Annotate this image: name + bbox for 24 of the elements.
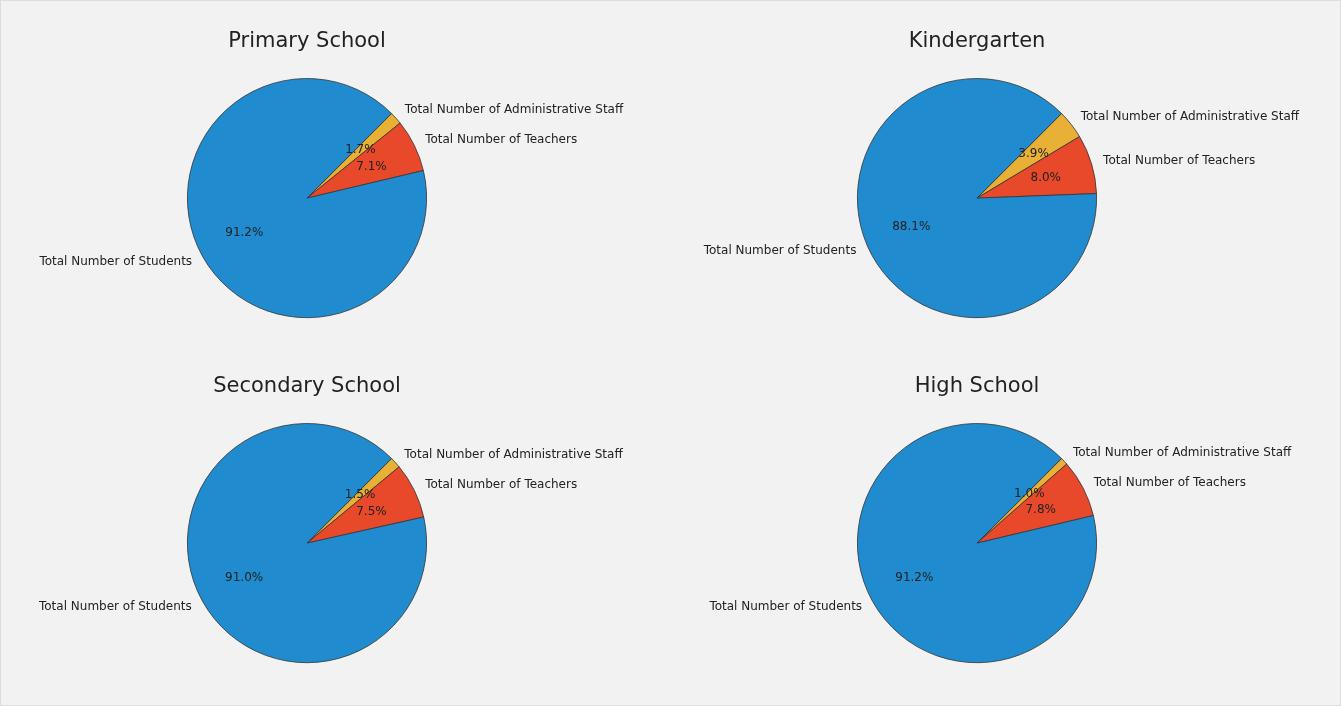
chart-title: Primary School <box>228 28 386 53</box>
slice-label: Total Number of Administrative Staff <box>1079 109 1300 124</box>
data-label: 91.2% <box>895 570 934 585</box>
slice-label: Total Number of Teachers <box>1092 474 1246 489</box>
slice-label: Total Number of Administrative Staff <box>403 446 624 461</box>
slice-label: Total Number of Teachers <box>1102 152 1256 167</box>
data-label: 88.1% <box>892 218 931 233</box>
chart-title: High School <box>914 373 1040 398</box>
data-label: 7.8% <box>1025 502 1056 517</box>
data-label: 7.5% <box>356 503 387 518</box>
slice-label: Total Number of Administrative Staff <box>1071 445 1292 460</box>
slice-label: Total Number of Administrative Staff <box>403 102 624 117</box>
slice-label: Total Number of Students <box>38 254 193 269</box>
slice-label: Total Number of Students <box>37 598 192 613</box>
data-label: 91.0% <box>225 569 264 584</box>
slice-label: Total Number of Teachers <box>424 132 578 147</box>
data-label: 91.2% <box>225 225 264 240</box>
slice-label: Total Number of Teachers <box>424 477 578 492</box>
slice-label: Total Number of Students <box>708 599 863 614</box>
data-label: 7.1% <box>356 158 387 173</box>
chart-title: Secondary School <box>213 373 401 398</box>
slice-label: Total Number of Students <box>702 242 857 257</box>
data-label: 8.0% <box>1030 169 1062 184</box>
chart-title: Kindergarten <box>908 28 1046 53</box>
